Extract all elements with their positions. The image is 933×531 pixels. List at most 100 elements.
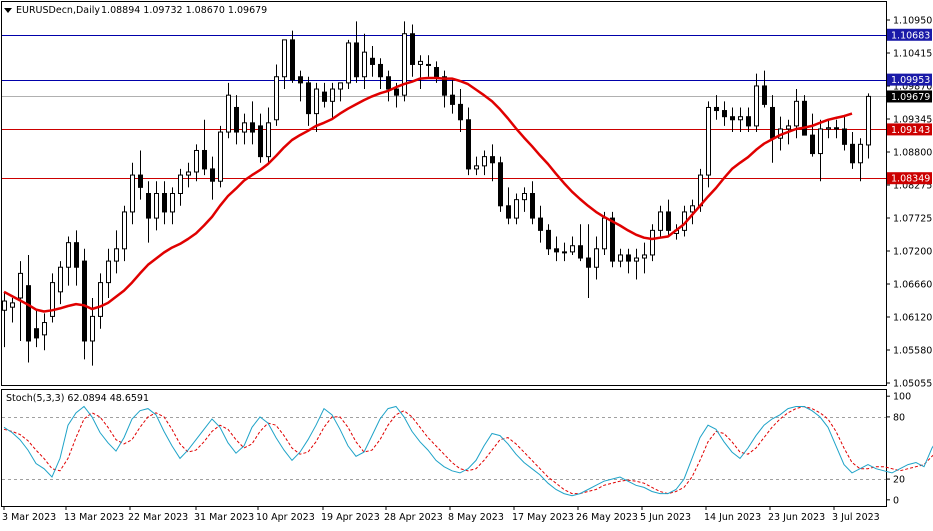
candle (106, 248, 111, 298)
candle-body (490, 156, 495, 164)
candle (242, 113, 247, 145)
candle-body (338, 82, 343, 90)
candle-body (178, 174, 183, 194)
candle (618, 248, 623, 268)
candle-body (666, 211, 671, 231)
level-price-labels: 1.10683 1.09953 1.09679 1.09143 1.08349 (887, 28, 932, 185)
level-label-bg (887, 123, 932, 136)
candle (314, 82, 319, 133)
candle (146, 181, 151, 243)
candle (554, 236, 559, 262)
candle-body (2, 300, 7, 311)
candle (362, 33, 367, 90)
oscillator-header: Stoch(5,3,3) 62.0894 48.6591 (6, 393, 149, 404)
candle (138, 150, 143, 200)
candle (354, 21, 359, 83)
candle-body (714, 106, 719, 112)
candle-body (770, 106, 775, 139)
candle-body (522, 193, 527, 201)
candle (26, 254, 31, 363)
candle (474, 156, 479, 176)
candle (266, 107, 271, 163)
candle-body (218, 131, 223, 182)
price-tick-label: 1.07725 (893, 214, 932, 225)
dropdown-triangle-icon[interactable] (4, 8, 12, 13)
candle-body (130, 174, 135, 213)
candle-body (298, 76, 303, 84)
level-label-text: 1.09679 (891, 92, 930, 103)
candle-body (794, 100, 799, 127)
date-tick-label: 3 Jul 2023 (832, 512, 880, 523)
candle (858, 138, 863, 182)
candle-body (834, 127, 839, 130)
level-label-bg (887, 90, 932, 103)
candle (234, 95, 239, 145)
candle (802, 95, 807, 136)
candle-body (362, 51, 367, 78)
candle (722, 101, 727, 126)
candle-body (466, 119, 471, 170)
candle (10, 297, 15, 323)
date-tick-label: 5 Jun 2023 (640, 512, 691, 523)
level-label: 1.09953 (887, 73, 932, 86)
stochastic-series (3, 405, 933, 497)
candle (842, 116, 847, 151)
candle-body (634, 257, 639, 262)
date-tick-label: 13 Mar 2023 (64, 512, 124, 523)
candle (658, 205, 663, 237)
price-tick-label: 1.09345 (893, 115, 932, 126)
level-label-text: 1.08349 (891, 174, 930, 185)
price-tick-label: 1.06120 (893, 313, 932, 324)
candle-body (562, 251, 567, 254)
candle-body (82, 260, 87, 342)
candle-body (506, 205, 511, 219)
candle (346, 39, 351, 90)
candle-body (122, 211, 127, 250)
candle-body (378, 63, 383, 78)
candle-body (26, 285, 31, 342)
candle-body (354, 42, 359, 78)
candle (634, 248, 639, 280)
candle-body (746, 116, 751, 127)
candle-body (322, 91, 327, 102)
candle-body (738, 116, 743, 121)
candle-body (706, 106, 711, 176)
candle-body (586, 257, 591, 268)
candle (434, 61, 439, 83)
date-tick-label: 31 Mar 2023 (194, 512, 254, 523)
candle (666, 199, 671, 237)
candle-body (242, 122, 247, 133)
candle-body (50, 282, 55, 317)
candle-body (282, 39, 287, 78)
date-tick-label: 28 Apr 2023 (384, 512, 443, 523)
candle-body (442, 76, 447, 96)
ohlc-values: 1.08894 1.09732 1.08670 1.09679 (101, 5, 267, 16)
candle-body (386, 76, 391, 90)
candle (114, 230, 119, 274)
candle (826, 119, 831, 139)
candle-body (722, 110, 727, 118)
candle (170, 187, 175, 225)
candle (338, 82, 343, 102)
candle (642, 242, 647, 274)
candle-body (146, 193, 151, 219)
candle-body (314, 88, 319, 115)
candle (74, 230, 79, 286)
date-tick-label: 8 May 2023 (448, 512, 504, 523)
candle-body (74, 242, 79, 268)
candle-body (802, 100, 807, 136)
level-label-text: 1.10683 (891, 30, 930, 41)
candle (58, 261, 63, 305)
candle (866, 93, 871, 159)
candle (578, 224, 583, 262)
candle-body (754, 85, 759, 127)
candle-body (162, 193, 167, 213)
candle (810, 113, 815, 157)
candle-body (858, 143, 863, 164)
candle-body (866, 95, 871, 146)
price-tick-label: 1.08275 (893, 181, 932, 192)
candle-body (234, 106, 239, 133)
candle (738, 107, 743, 133)
